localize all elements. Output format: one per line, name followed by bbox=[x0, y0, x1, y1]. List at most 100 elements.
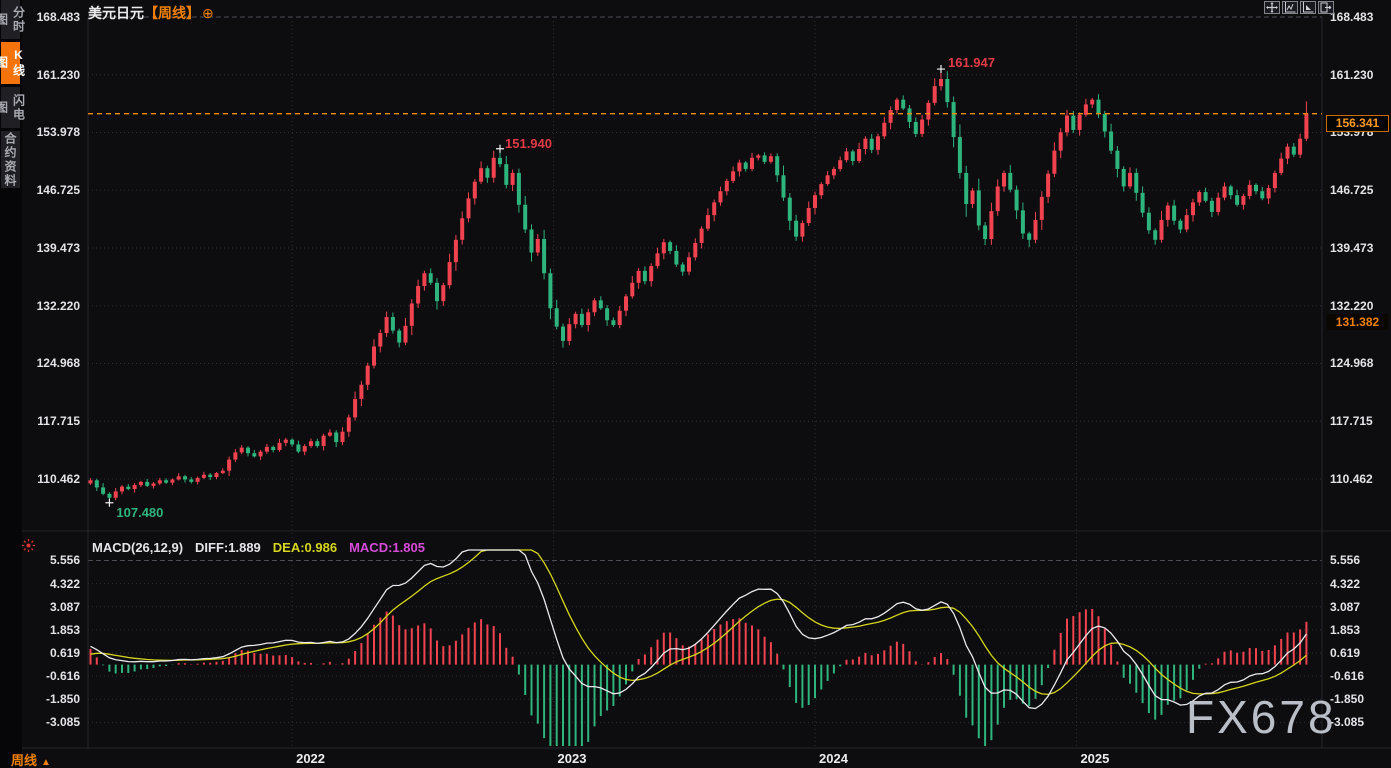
candle-body bbox=[176, 476, 181, 480]
candle-body bbox=[239, 447, 244, 453]
price-tick-left: 117.715 bbox=[37, 414, 80, 429]
candle-body bbox=[1291, 146, 1296, 155]
candle-body bbox=[1121, 168, 1126, 187]
candle-body bbox=[573, 313, 578, 325]
candle-body bbox=[598, 300, 603, 309]
candle-body bbox=[806, 207, 811, 224]
crosshair-icon bbox=[1266, 2, 1278, 13]
candle-body bbox=[120, 486, 124, 492]
macd-tick-left: 5.556 bbox=[49, 553, 80, 568]
export-chart-button[interactable] bbox=[1318, 1, 1334, 14]
candle-body bbox=[529, 229, 534, 253]
price-tick-right: 168.483 bbox=[1330, 10, 1374, 24]
candle-body bbox=[510, 172, 515, 185]
candle-body bbox=[913, 121, 918, 134]
candle-body bbox=[189, 479, 194, 482]
period-selector[interactable]: 周线 ▲ bbox=[11, 750, 51, 768]
candle-body bbox=[907, 108, 912, 122]
candle-body bbox=[315, 441, 320, 447]
candle-body bbox=[939, 78, 943, 87]
candle-body bbox=[838, 160, 843, 169]
macd-params-label: MACD(26,12,9) bbox=[92, 540, 184, 555]
candle-body bbox=[762, 155, 767, 162]
candle-body bbox=[1184, 215, 1189, 230]
sidebar-tab-label: 闪电图 bbox=[0, 93, 26, 122]
candle-body bbox=[535, 239, 540, 253]
candle-body bbox=[214, 473, 219, 478]
candle-body bbox=[397, 330, 402, 343]
candle-body bbox=[1008, 172, 1013, 190]
candle-body bbox=[220, 470, 225, 474]
candle-body bbox=[775, 156, 780, 176]
candle-body bbox=[1065, 115, 1069, 133]
candle-body bbox=[1134, 172, 1139, 193]
candle-body bbox=[920, 119, 925, 134]
candle-body bbox=[1027, 233, 1032, 240]
price-tick-left: 153.978 bbox=[36, 125, 80, 140]
fit-axis-button[interactable] bbox=[1282, 1, 1298, 14]
candle-body bbox=[781, 175, 786, 198]
high-price-annotation: 151.940 bbox=[505, 135, 552, 151]
price-tick-right: 139.473 bbox=[1330, 240, 1374, 255]
play-axis-button[interactable] bbox=[1300, 1, 1316, 14]
candle-body bbox=[926, 102, 931, 120]
candle-body bbox=[756, 155, 761, 158]
sidebar-tab-contract-info[interactable]: 合约资料 bbox=[1, 131, 20, 188]
candle-body bbox=[731, 171, 736, 181]
candle-body bbox=[718, 191, 723, 203]
add-indicator-icon[interactable]: ⊕ bbox=[202, 5, 214, 21]
candle-body bbox=[201, 474, 206, 478]
high-price-annotation: 161.947 bbox=[948, 55, 995, 71]
candle-body bbox=[642, 270, 647, 282]
candle-body bbox=[586, 312, 591, 326]
sidebar-tab-kline-chart[interactable]: K线图 bbox=[0, 42, 26, 84]
sidebar-tab-time-chart[interactable]: 分时图 bbox=[0, 0, 26, 39]
candle-body bbox=[145, 481, 150, 486]
candle-body bbox=[636, 270, 641, 283]
year-axis-label: 2022 bbox=[296, 751, 326, 766]
candle-body bbox=[1209, 200, 1214, 212]
macd-tick-right: 1.853 bbox=[1330, 622, 1361, 637]
candle-body bbox=[409, 303, 414, 326]
sidebar-tab-lightning-chart[interactable]: 闪电图 bbox=[0, 87, 26, 128]
candle-body bbox=[1235, 195, 1240, 205]
price-tick-right: 132.220 bbox=[1330, 298, 1374, 313]
candle-body bbox=[693, 242, 698, 258]
price-tick-left: 146.725 bbox=[36, 183, 80, 198]
candle-body bbox=[1260, 191, 1265, 199]
sidebar-tab-label: 分时图 bbox=[0, 5, 26, 34]
candle-body bbox=[1165, 205, 1170, 220]
candle-body bbox=[1228, 186, 1233, 196]
indicator-settings-icon[interactable] bbox=[21, 538, 36, 553]
crosshair-move-button[interactable] bbox=[1264, 1, 1280, 14]
candle-body bbox=[1071, 115, 1076, 130]
candle-body bbox=[479, 168, 484, 182]
candle-body bbox=[460, 218, 465, 240]
macd-tick-left: 4.322 bbox=[49, 576, 80, 591]
candle-body bbox=[976, 190, 981, 226]
candle-body bbox=[1102, 114, 1107, 132]
candle-body bbox=[1115, 150, 1120, 169]
candle-body bbox=[945, 78, 950, 103]
candle-body bbox=[327, 432, 332, 436]
year-axis-label: 2025 bbox=[1080, 751, 1110, 766]
low-price-annotation: 107.480 bbox=[116, 504, 164, 520]
candle-body bbox=[1020, 210, 1025, 234]
candle-body bbox=[101, 487, 106, 494]
triangle-up-icon: ▲ bbox=[41, 757, 51, 768]
candle-body bbox=[882, 122, 887, 137]
candle-body bbox=[309, 441, 313, 447]
candle-body bbox=[800, 223, 805, 237]
candle-body bbox=[157, 480, 162, 484]
candle-body bbox=[768, 156, 773, 162]
price-tick-right: 146.725 bbox=[1330, 183, 1374, 198]
candle-body bbox=[699, 228, 704, 243]
macd-diff-value: DIFF:1.889 bbox=[195, 540, 261, 555]
candle-body bbox=[164, 480, 169, 483]
macd-tick-left: -0.616 bbox=[45, 669, 80, 684]
candle-body bbox=[88, 480, 93, 484]
candle-body bbox=[548, 273, 553, 309]
candle-body bbox=[346, 417, 351, 432]
candle-body bbox=[743, 162, 748, 169]
